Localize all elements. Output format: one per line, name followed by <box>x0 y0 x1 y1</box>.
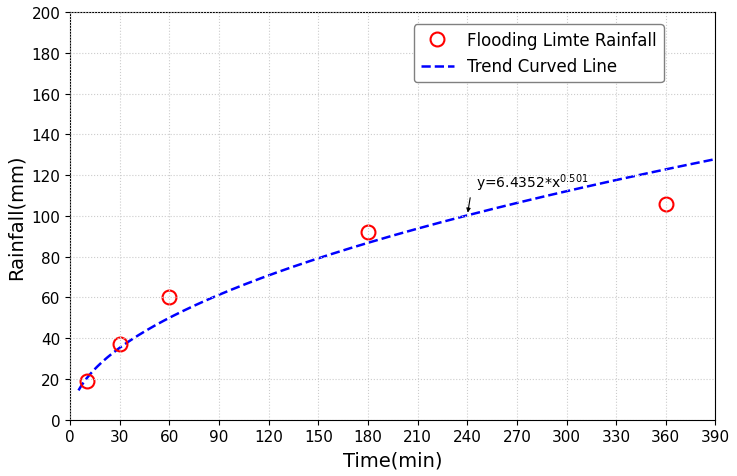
Legend: Flooding Limte Rainfall, Trend Curved Line: Flooding Limte Rainfall, Trend Curved Li… <box>414 25 664 83</box>
X-axis label: Time(min): Time(min) <box>343 450 443 469</box>
Text: y=6.4352*x$^{0.501}$: y=6.4352*x$^{0.501}$ <box>475 172 588 194</box>
Y-axis label: Rainfall(mm): Rainfall(mm) <box>7 154 26 279</box>
